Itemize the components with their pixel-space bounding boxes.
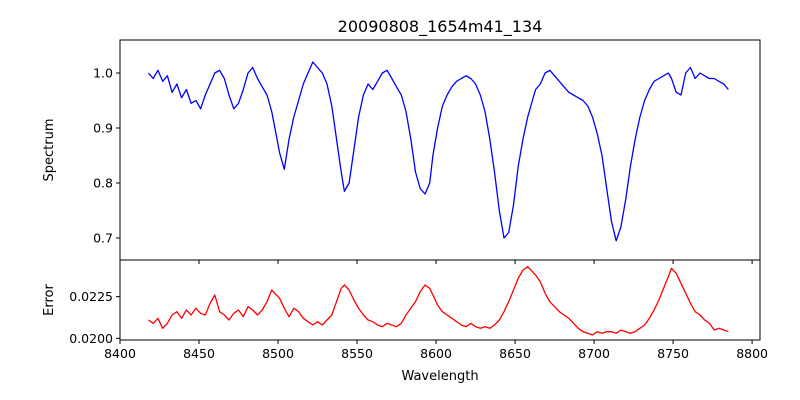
- spectrum-y-tick-label: 0.7: [93, 231, 113, 246]
- x-tick-label: 8750: [657, 346, 689, 361]
- x-tick-label: 8550: [341, 346, 373, 361]
- error-series: [148, 266, 729, 336]
- x-tick-label: 8700: [578, 346, 610, 361]
- error-y-tick-label: 0.0225: [69, 289, 113, 304]
- spectrum-y-tick-label: 0.9: [93, 121, 113, 136]
- spectrum-y-tick-label: 0.8: [93, 176, 113, 191]
- x-tick-label: 8650: [499, 346, 531, 361]
- error-panel: 8400 8450 8500 8550 8600 8650 8700 8750 8800 0.02…: [42, 259, 768, 384]
- spectrum-y-tick-label: 1.0: [93, 66, 113, 81]
- error-line: [148, 266, 729, 336]
- spectrum-series: [147, 61, 729, 242]
- x-tick-label: 8450: [183, 346, 215, 361]
- x-axis-label: Wavelength: [401, 369, 478, 384]
- error-frame: [119, 259, 761, 341]
- x-tick-label: 8400: [104, 346, 136, 361]
- error-axes: 8400 8450 8500 8550 8600 8650 8700 8750 8800 0.02…: [69, 289, 768, 361]
- chart-title: 20090808_1654m41_134: [338, 17, 543, 37]
- error-y-label: Error: [42, 284, 57, 316]
- x-tick-label: 8600: [420, 346, 452, 361]
- spectrum-line: [147, 61, 729, 242]
- error-y-tick-label: 0.0200: [69, 331, 113, 346]
- spectrum-panel: 0.7 0.8 0.9 1.0 Spectrum: [42, 39, 761, 264]
- x-tick-label: 8500: [262, 346, 294, 361]
- x-tick-label: 8800: [736, 346, 768, 361]
- spectrum-axes: 0.7 0.8 0.9 1.0: [93, 66, 753, 264]
- spectrum-y-label: Spectrum: [42, 119, 57, 182]
